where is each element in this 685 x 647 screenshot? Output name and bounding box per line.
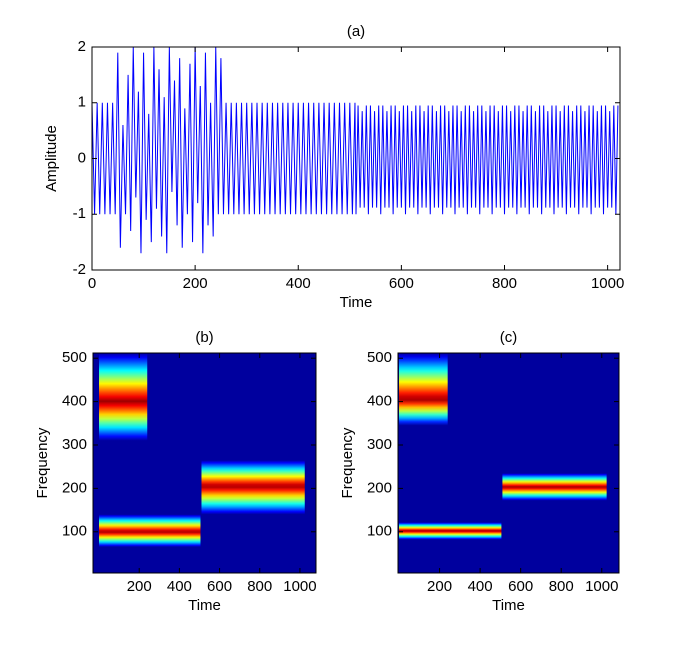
x-tick-label: 800 [549, 578, 574, 595]
x-tick-label: 600 [508, 578, 533, 595]
x-tick-label: 800 [492, 275, 517, 292]
x-axis-label: Time [188, 597, 221, 614]
y-tick-label: 200 [367, 479, 392, 496]
x-tick-label: 200 [427, 578, 452, 595]
y-axis-label: Frequency [339, 427, 356, 498]
energy-band [399, 353, 448, 426]
y-tick-label: 100 [62, 523, 87, 540]
x-tick-label: 0 [88, 275, 96, 292]
x-tick-label: 800 [247, 578, 272, 595]
y-tick-label: 400 [62, 393, 87, 410]
chart-title: (c) [500, 329, 518, 346]
y-tick-label: 100 [367, 523, 392, 540]
y-axis-label: Amplitude [43, 125, 60, 192]
y-tick-label: 400 [367, 393, 392, 410]
energy-band [99, 514, 201, 547]
x-tick-label: 1000 [591, 275, 624, 292]
x-tick-label: 400 [286, 275, 311, 292]
x-tick-label: 600 [389, 275, 414, 292]
chart-title: (b) [195, 329, 213, 346]
y-tick-label: 300 [367, 436, 392, 453]
x-tick-label: 200 [183, 275, 208, 292]
y-axis-label: Frequency [34, 427, 51, 498]
x-tick-label: 200 [127, 578, 152, 595]
x-tick-label: 1000 [585, 578, 618, 595]
x-axis-label: Time [492, 597, 525, 614]
energy-band [502, 473, 607, 501]
x-tick-label: 600 [207, 578, 232, 595]
x-tick-label: 1000 [283, 578, 316, 595]
x-tick-label: 400 [468, 578, 493, 595]
energy-band [399, 522, 502, 540]
x-axis-label: Time [340, 294, 373, 311]
y-tick-label: -2 [73, 261, 86, 278]
y-tick-label: 1 [78, 94, 86, 111]
y-tick-label: 500 [367, 349, 392, 366]
y-tick-label: 500 [62, 349, 87, 366]
axes-box [397, 352, 620, 574]
signal-line [92, 47, 619, 254]
y-tick-label: 200 [62, 479, 87, 496]
x-tick-label: 400 [167, 578, 192, 595]
y-tick-label: 300 [62, 436, 87, 453]
y-tick-label: -1 [73, 205, 86, 222]
y-tick-label: 0 [78, 149, 86, 166]
plot-area [92, 47, 619, 254]
y-tick-label: 2 [78, 38, 86, 55]
energy-band [99, 353, 148, 441]
axes-box [92, 352, 317, 574]
plot-area [93, 353, 316, 573]
energy-band [201, 460, 305, 515]
plot-area [398, 353, 619, 573]
chart-title: (a) [347, 23, 365, 40]
